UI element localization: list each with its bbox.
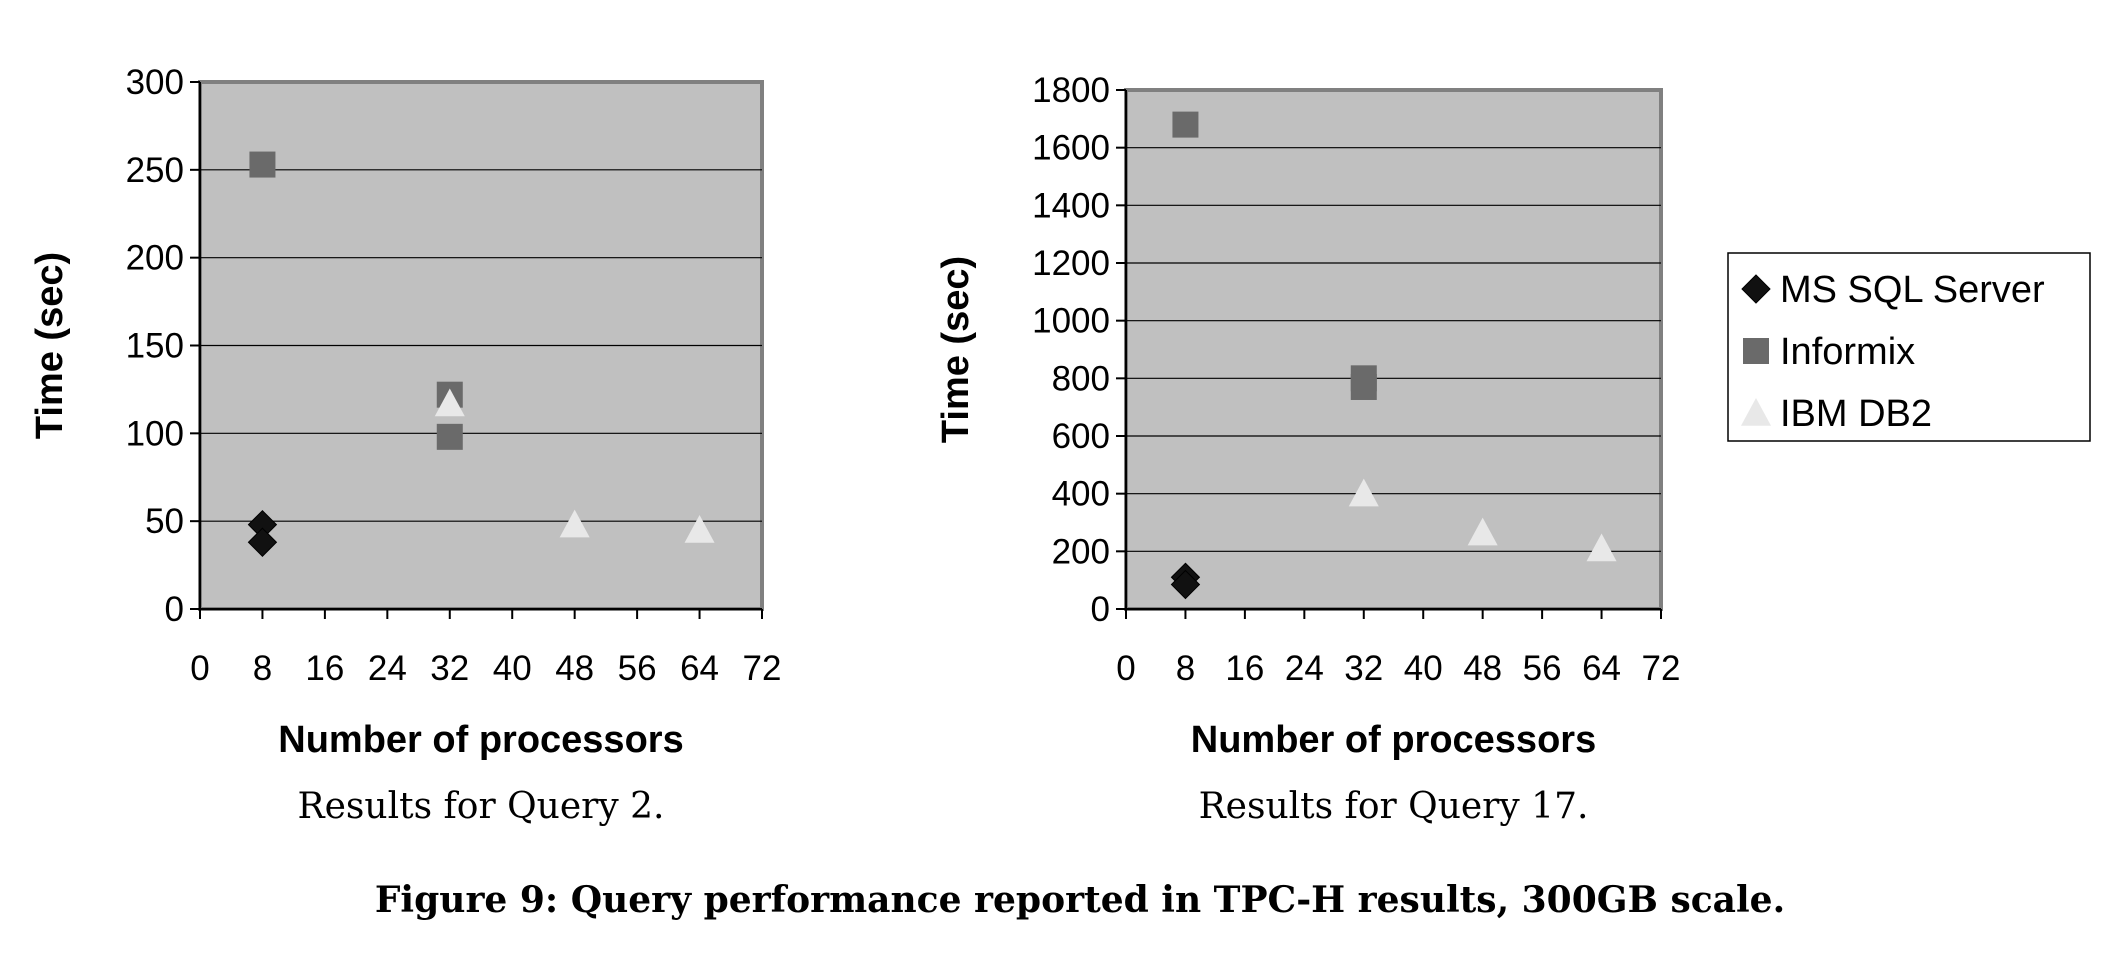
- y-axis-label: Time (sec): [935, 256, 977, 443]
- y-tick-label: 50: [145, 502, 184, 541]
- y-tick-label: 0: [165, 590, 184, 629]
- data-point-ibm-db2: [684, 514, 715, 543]
- legend-marker-ms-sql-server: [1741, 274, 1771, 304]
- x-tick-label: 56: [1523, 649, 1562, 688]
- x-tick-label: 64: [680, 649, 719, 688]
- data-point-informix: [1350, 373, 1377, 400]
- x-tick-label: 24: [368, 649, 407, 688]
- legend-marker-ibm-db2: [1741, 398, 1771, 426]
- x-tick-label: 56: [618, 649, 657, 688]
- data-point-ibm-db2: [1467, 517, 1498, 546]
- legend-label: IBM DB2: [1780, 393, 1932, 435]
- y-tick-label: 600: [1052, 417, 1110, 456]
- y-tick-label: 400: [1052, 475, 1110, 514]
- data-point-ibm-db2: [434, 388, 465, 417]
- y-tick-label: 800: [1052, 359, 1110, 398]
- data-point-informix: [436, 423, 463, 450]
- x-tick-label: 40: [493, 649, 532, 688]
- legend-label: Informix: [1780, 331, 1915, 373]
- data-point-informix: [1172, 111, 1199, 138]
- x-tick-label: 8: [1176, 649, 1195, 688]
- x-tick-label: 0: [190, 649, 209, 688]
- x-tick-label: 48: [555, 649, 594, 688]
- data-point-ibm-db2: [1586, 533, 1617, 562]
- x-tick-label: 48: [1463, 649, 1502, 688]
- data-point-ibm-db2: [1348, 478, 1379, 507]
- y-tick-label: 1400: [1032, 186, 1110, 225]
- x-tick-label: 32: [430, 649, 469, 688]
- x-tick-label: 72: [1642, 649, 1681, 688]
- data-point-ibm-db2: [559, 509, 590, 538]
- x-tick-label: 16: [305, 649, 344, 688]
- chart-query-2: 0 50 100 150 200 250 300 0 8 16 24 32 40 48 56 64 72 Numb…: [29, 63, 781, 827]
- x-tick-label: 16: [1225, 649, 1264, 688]
- y-tick-label: 200: [1052, 532, 1110, 571]
- y-tick-label: 300: [126, 63, 184, 102]
- legend-box: [1727, 252, 2091, 442]
- x-tick-label: 8: [253, 649, 272, 688]
- y-tick-label: 150: [126, 327, 184, 366]
- y-tick-label: 1800: [1032, 71, 1110, 110]
- y-tick-label: 0: [1091, 590, 1110, 629]
- figure-caption: Figure 9: Query performance reported in …: [375, 879, 1785, 921]
- y-tick-label: 1200: [1032, 244, 1110, 283]
- legend-marker-informix: [1743, 338, 1769, 364]
- x-axis-label: Number of processors: [1191, 719, 1596, 761]
- legend-label: MS SQL Server: [1780, 269, 2045, 311]
- y-tick-label: 200: [126, 239, 184, 278]
- subfigure-caption: Results for Query 17.: [1199, 786, 1589, 827]
- data-point-ms-sql-server: [1170, 569, 1201, 600]
- data-point-informix: [249, 151, 276, 178]
- x-tick-label: 64: [1582, 649, 1621, 688]
- x-tick-label: 0: [1116, 649, 1135, 688]
- x-axis-label: Number of processors: [278, 719, 683, 761]
- x-tick-label: 24: [1285, 649, 1324, 688]
- y-tick-label: 1600: [1032, 129, 1110, 168]
- x-tick-label: 72: [743, 649, 782, 688]
- chart-query-17: 0 200 400 600 800 1000 1200 1400 1600 1800 0 8 16 24 3…: [935, 71, 1680, 827]
- y-tick-label: 100: [126, 414, 184, 453]
- y-axis-label: Time (sec): [29, 252, 71, 439]
- y-tick-label: 1000: [1032, 302, 1110, 341]
- y-tick-label: 250: [126, 151, 184, 190]
- data-point-ms-sql-server: [247, 527, 278, 557]
- legend: MS SQL Server Informix IBM DB2: [1727, 252, 2091, 442]
- x-tick-label: 40: [1404, 649, 1443, 688]
- plot-area: [1124, 88, 1663, 611]
- subfigure-caption: Results for Query 2.: [298, 786, 665, 827]
- x-tick-label: 32: [1344, 649, 1383, 688]
